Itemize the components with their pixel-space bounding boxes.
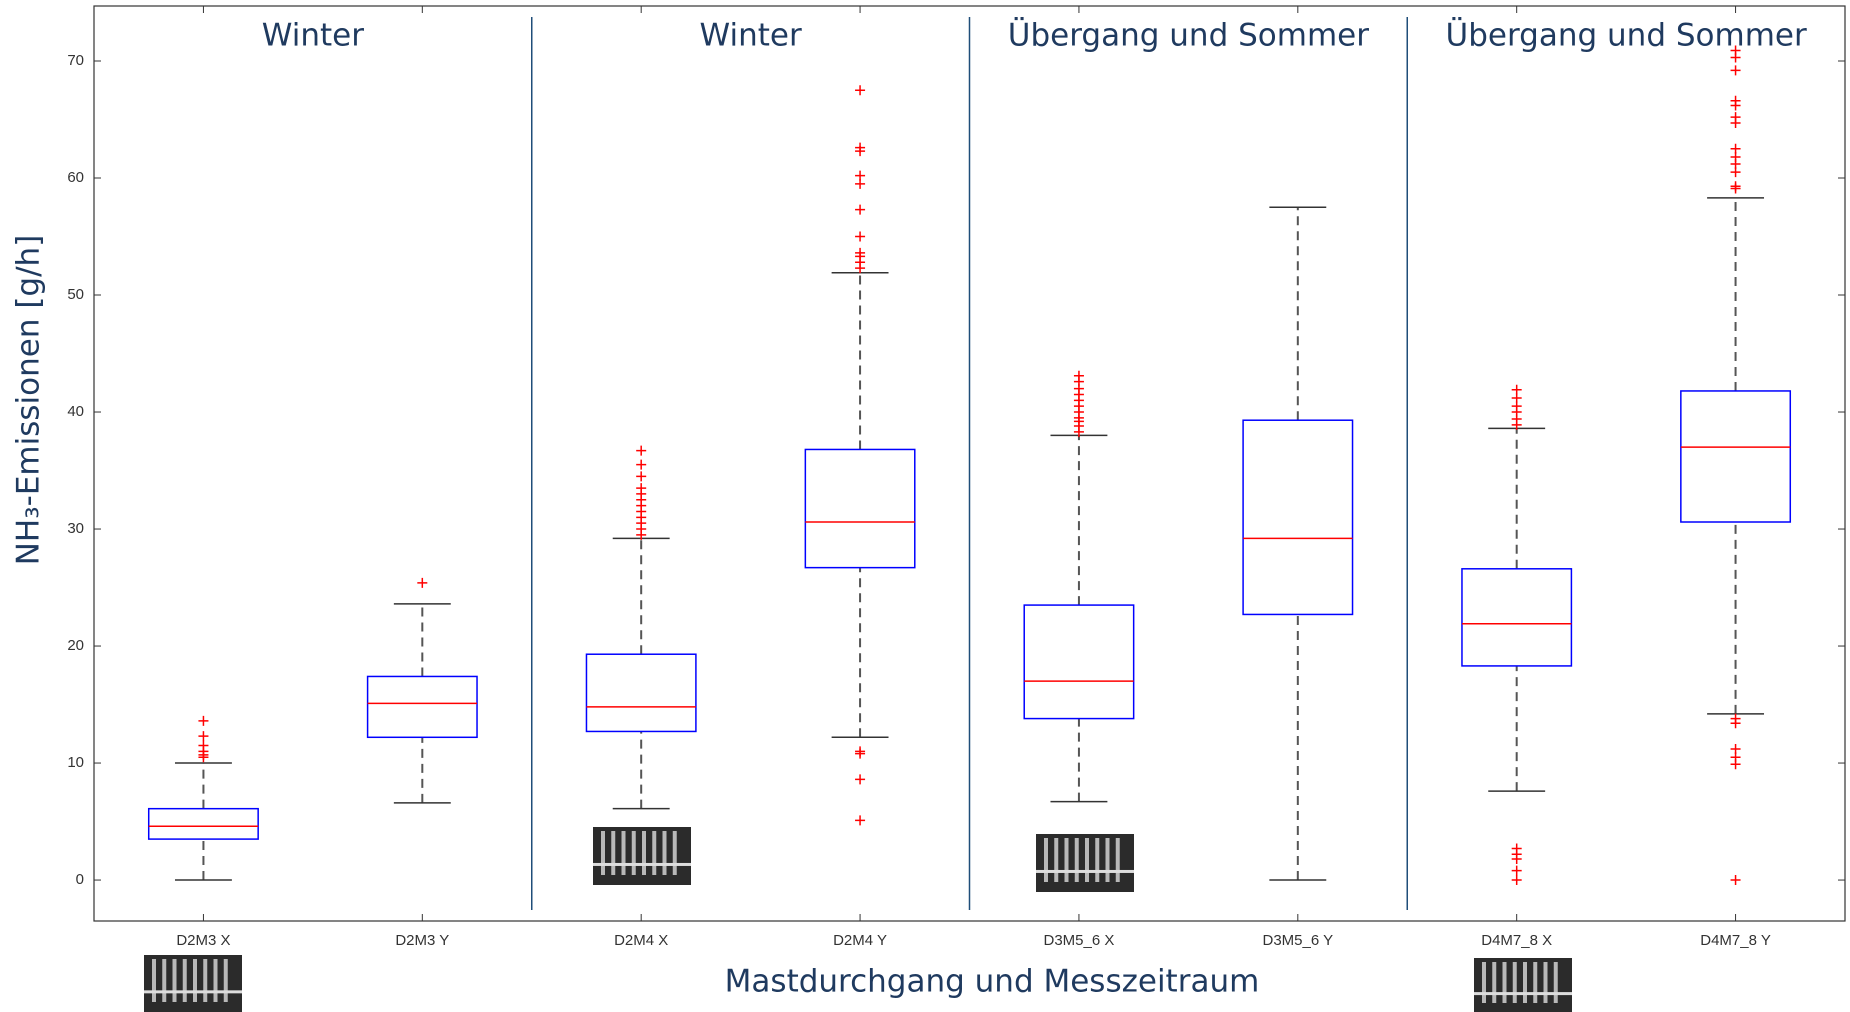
thumbnail-stripe	[152, 959, 156, 1002]
thumbnail-stripe	[1533, 962, 1538, 1003]
outlier	[855, 170, 866, 181]
x-tick-label: D3M5_6 X	[1044, 932, 1115, 949]
outlier	[1730, 45, 1741, 56]
thumbnail-rail	[144, 990, 242, 994]
thumbnail-rail	[593, 862, 691, 866]
thumbnail-stripe	[662, 831, 667, 875]
y-tick-label: 10	[67, 754, 84, 771]
outlier	[636, 459, 647, 470]
thumbnail-stripe	[1553, 962, 1558, 1003]
thumbnail-stripe	[172, 959, 177, 1002]
box	[1242, 419, 1354, 616]
thumbnail-stripe	[621, 831, 626, 875]
thumbnail-stripe	[1543, 962, 1548, 1003]
outlier	[855, 142, 866, 153]
thumbnail-stripe	[642, 831, 646, 875]
y-tick-label: 0	[76, 871, 84, 888]
y-axis-label: NH₃-Emissionen [g/h]	[11, 235, 47, 566]
x-tick-label: D4M7_8 X	[1481, 932, 1552, 949]
x-tick-label: D2M3 Y	[395, 932, 449, 949]
thumbnail-stripe	[213, 959, 218, 1002]
thumbnail-stripe	[1044, 838, 1048, 882]
y-tick-label: 30	[67, 520, 84, 537]
thumbnail-stripe	[223, 959, 228, 1002]
outlier	[1730, 181, 1741, 192]
thumbnail-stripe	[1512, 962, 1517, 1003]
outlier	[1730, 95, 1741, 106]
thumbnail-stripe	[652, 831, 657, 875]
outlier	[636, 445, 647, 456]
x-tick-label: D2M4 Y	[833, 932, 887, 949]
thumbnail-stripe	[1085, 838, 1089, 882]
outlier	[1730, 875, 1741, 886]
outlier	[1730, 65, 1741, 76]
outlier	[1730, 143, 1741, 154]
outlier	[1730, 743, 1741, 754]
thumbnail-stripe	[203, 959, 208, 1002]
box	[1461, 568, 1573, 667]
outlier	[636, 483, 647, 494]
outlier	[417, 577, 428, 588]
outlier	[198, 740, 209, 751]
thumbnail-stripe	[601, 831, 605, 875]
thumbnail-rail	[1474, 992, 1572, 996]
thumbnail-stripe	[631, 831, 636, 875]
section-label: Übergang und Sommer	[1446, 17, 1807, 54]
outlier	[855, 247, 866, 258]
outlier	[855, 774, 866, 785]
thumbnail-stripe	[193, 959, 197, 1002]
thumbnail-stripe	[1074, 838, 1079, 882]
outlier	[198, 715, 209, 726]
thumbnail-stripe	[182, 959, 187, 1002]
thumbnail-stripe	[1482, 962, 1486, 1003]
x-tick-label: D4M7_8 Y	[1700, 932, 1771, 949]
thumbnail-rail	[1036, 869, 1134, 873]
box	[1680, 390, 1792, 523]
thumbnail-stripe	[162, 959, 167, 1002]
thumbnail-stripe	[1064, 838, 1069, 882]
section-label: Winter	[262, 18, 364, 54]
thumbnail-stripe	[672, 831, 677, 875]
thumbnail-stripe	[1105, 838, 1110, 882]
thumbnail-stripe	[1115, 838, 1120, 882]
y-tick-label: 50	[67, 286, 84, 303]
outlier	[855, 85, 866, 96]
outlier	[198, 731, 209, 742]
thumbnail-stripe	[1502, 962, 1507, 1003]
y-tick-label: 70	[67, 52, 84, 69]
y-tick-label: 40	[67, 403, 84, 420]
box	[585, 653, 697, 733]
outlier	[636, 471, 647, 482]
outlier	[1730, 713, 1741, 724]
x-tick-label: D2M3 X	[176, 932, 230, 949]
thumbnail-stripe	[1523, 962, 1527, 1003]
outlier	[1511, 865, 1522, 876]
outlier	[855, 815, 866, 826]
y-tick-label: 60	[67, 169, 84, 186]
thumbnail-stripe	[1054, 838, 1059, 882]
thumbnail-stripe	[1095, 838, 1100, 882]
x-tick-label: D2M4 X	[614, 932, 668, 949]
x-axis-label: Mastdurchgang und Messzeitraum	[725, 964, 1260, 1000]
outlier	[855, 204, 866, 215]
outlier	[1511, 875, 1522, 886]
box	[147, 807, 259, 840]
outlier	[855, 231, 866, 242]
plot-frame	[93, 5, 1846, 922]
section-label: Übergang und Sommer	[1008, 17, 1369, 54]
outlier	[855, 746, 866, 757]
box	[804, 448, 916, 569]
box	[1023, 604, 1135, 720]
box	[366, 675, 478, 739]
y-tick-label: 20	[67, 637, 84, 654]
outlier	[1511, 384, 1522, 395]
outlier	[1511, 843, 1522, 854]
outlier	[1073, 370, 1084, 381]
thumbnail-stripe	[611, 831, 616, 875]
outlier	[1730, 112, 1741, 123]
section-label: Winter	[700, 18, 802, 54]
x-tick-label: D3M5_6 Y	[1263, 932, 1334, 949]
thumbnail-stripe	[1492, 962, 1497, 1003]
